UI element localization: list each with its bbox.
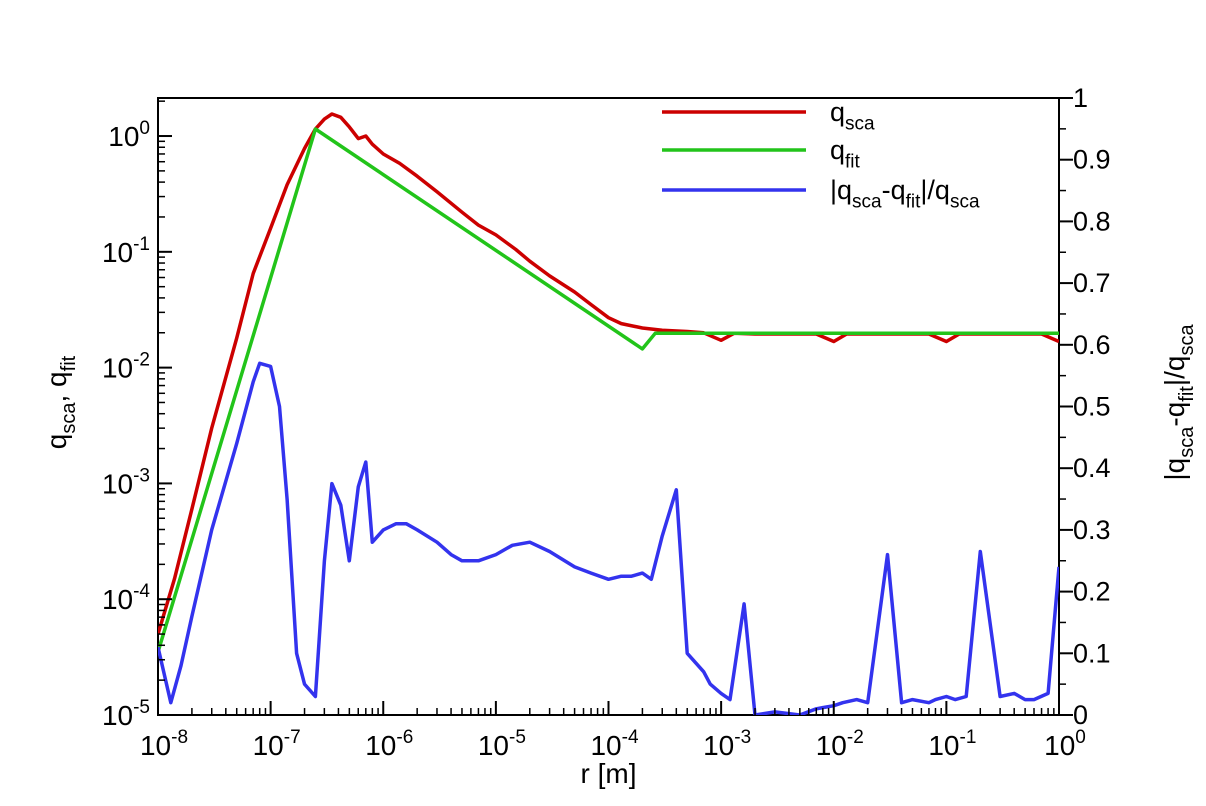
y-right-tick-label: 0.2 — [1073, 577, 1111, 607]
y-left-tick-label: 100 — [108, 118, 150, 152]
y-right-tick-label: 0.5 — [1073, 392, 1111, 422]
y-right-tick-label: 0 — [1073, 700, 1088, 730]
x-tick-label: 10-2 — [816, 727, 864, 761]
y-left-tick-label: 10-3 — [102, 465, 150, 499]
y-left-tick-label: 10-5 — [102, 697, 150, 731]
y-right-tick-label: 0.1 — [1073, 638, 1111, 668]
x-tick-label: 10-7 — [253, 727, 301, 761]
y-right-tick-label: 0.9 — [1073, 145, 1111, 175]
y-right-tick-label: 0.7 — [1073, 268, 1111, 298]
y-right-tick-label: 0.3 — [1073, 515, 1111, 545]
y-axis-left: 10-5 10-4 10-3 10-2 10-1 100 — [102, 100, 172, 731]
x-tick-label: 100 — [1044, 727, 1086, 761]
legend-label-0: qsca — [830, 97, 875, 135]
x-tick-label: 10-5 — [478, 727, 526, 761]
y-axis-right: 0 0.1 0.2 0.3 0.4 0.5 0.6 0.7 0.8 0.9 1 — [1059, 83, 1111, 730]
y-right-tick-label: 0.4 — [1073, 453, 1111, 483]
x-axis-title: r [m] — [581, 758, 637, 789]
series-layer — [158, 112, 1059, 715]
legend-label-2: |qsca-qfit|/qsca — [830, 175, 980, 213]
x-axis: 10-8 10-7 10-6 10-5 10-4 10-3 10-2 10-1 100 — [140, 701, 1086, 761]
y-left-tick-label: 10-2 — [102, 350, 150, 384]
legend-label-1: qfit — [830, 135, 861, 173]
y-left-tick-label: 10-4 — [102, 581, 150, 615]
x-tick-label: 10-4 — [590, 727, 638, 761]
y-right-tick-label: 1 — [1073, 83, 1088, 113]
series-line-2 — [158, 361, 1059, 715]
x-tick-label: 10-8 — [140, 727, 188, 761]
y-right-tick-label: 0.6 — [1073, 330, 1111, 360]
x-tick-label: 10-1 — [928, 727, 976, 761]
y-left-axis-title: qsca, qfit — [41, 355, 80, 449]
x-tick-label: 10-6 — [365, 727, 413, 761]
series-line-1 — [158, 127, 1059, 653]
y-right-tick-label: 0.8 — [1073, 206, 1111, 236]
y-left-tick-label: 10-1 — [102, 234, 150, 268]
y-right-axis-title: |qsca-qfit|/qsca — [1159, 324, 1198, 481]
x-tick-label: 10-3 — [703, 727, 751, 761]
axis-titles: r [m] qsca, qfit |qsca-qfit|/qsca — [41, 324, 1198, 789]
